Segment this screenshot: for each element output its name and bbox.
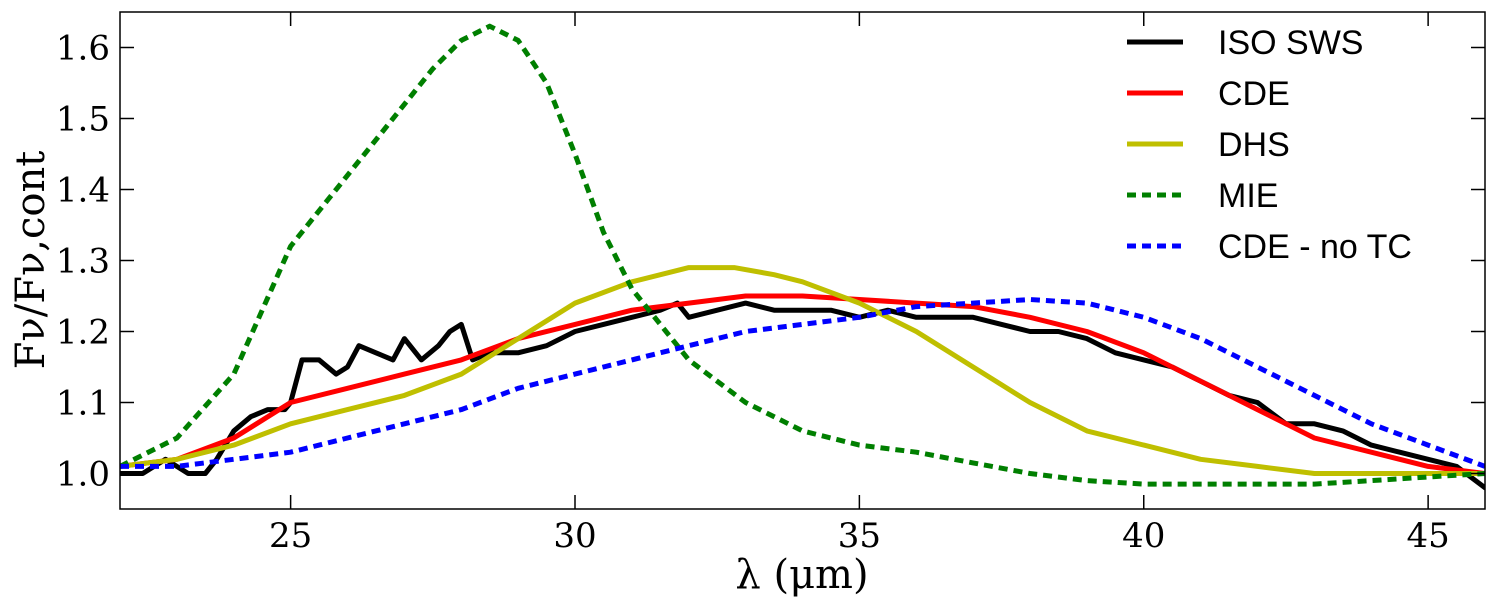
ticks-layer — [120, 12, 1485, 509]
series-line-cde — [120, 293, 1485, 476]
tick-labels-layer: 25 30 35 40 45 1.0 1.1 1.2 1.3 1.4 1.5 1.6 — [56, 29, 1450, 557]
y-tick-label: 1.3 — [56, 242, 110, 282]
y-tick-label: 1.1 — [56, 384, 110, 424]
x-tick-label: 35 — [838, 516, 881, 556]
legend-label-dhs: DHS — [1218, 126, 1290, 164]
legend-label-cde-no-tc: CDE - no TC — [1218, 228, 1412, 266]
x-tick-label: 25 — [269, 516, 312, 556]
legend-label-iso-sws: ISO SWS — [1218, 24, 1363, 62]
x-tick-label: 30 — [553, 516, 596, 556]
series-line-mie — [120, 23, 1485, 487]
x-axis-label: λ (μm) — [735, 552, 868, 598]
legend-label-cde: CDE — [1218, 75, 1290, 113]
legend-label-mie: MIE — [1218, 177, 1278, 215]
series-layer — [120, 23, 1485, 491]
series-line-cde-no-tc — [120, 297, 1485, 469]
x-tick-label: 40 — [1122, 516, 1165, 556]
y-tick-label: 1.5 — [56, 100, 110, 140]
y-axis-label: Fν/Fν,cont — [8, 151, 54, 370]
legend: ISO SWS CDE DHS MIE CDE - no TC — [1127, 24, 1412, 266]
x-tick-label: 45 — [1406, 516, 1449, 556]
y-tick-label: 1.6 — [56, 29, 110, 69]
y-tick-label: 1.4 — [56, 171, 110, 211]
y-tick-label: 1.2 — [56, 313, 110, 353]
series-line-dhs — [120, 265, 1485, 476]
y-tick-label: 1.0 — [56, 455, 110, 495]
